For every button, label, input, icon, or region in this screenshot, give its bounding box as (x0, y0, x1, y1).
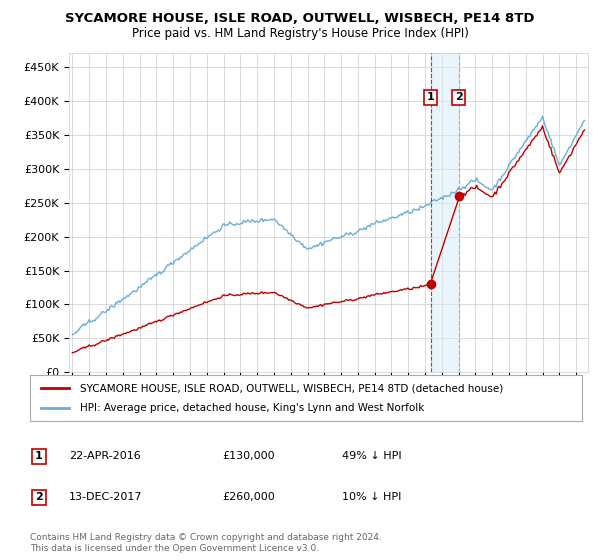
Text: 13-DEC-2017: 13-DEC-2017 (69, 492, 143, 502)
Text: SYCAMORE HOUSE, ISLE ROAD, OUTWELL, WISBECH, PE14 8TD: SYCAMORE HOUSE, ISLE ROAD, OUTWELL, WISB… (65, 12, 535, 25)
Bar (431, 53, 458, 372)
Text: 49% ↓ HPI: 49% ↓ HPI (342, 451, 401, 461)
Text: Price paid vs. HM Land Registry's House Price Index (HPI): Price paid vs. HM Land Registry's House … (131, 27, 469, 40)
Text: 1: 1 (35, 451, 43, 461)
Text: SYCAMORE HOUSE, ISLE ROAD, OUTWELL, WISBECH, PE14 8TD (detached house): SYCAMORE HOUSE, ISLE ROAD, OUTWELL, WISB… (80, 383, 503, 393)
Text: 10% ↓ HPI: 10% ↓ HPI (342, 492, 401, 502)
Text: £130,000: £130,000 (222, 451, 275, 461)
Text: 2: 2 (455, 92, 463, 102)
Text: 22-APR-2016: 22-APR-2016 (69, 451, 141, 461)
Text: £260,000: £260,000 (222, 492, 275, 502)
Text: 2: 2 (35, 492, 43, 502)
Text: Contains HM Land Registry data © Crown copyright and database right 2024.
This d: Contains HM Land Registry data © Crown c… (30, 533, 382, 553)
Text: 1: 1 (427, 92, 434, 102)
Text: HPI: Average price, detached house, King's Lynn and West Norfolk: HPI: Average price, detached house, King… (80, 403, 424, 413)
